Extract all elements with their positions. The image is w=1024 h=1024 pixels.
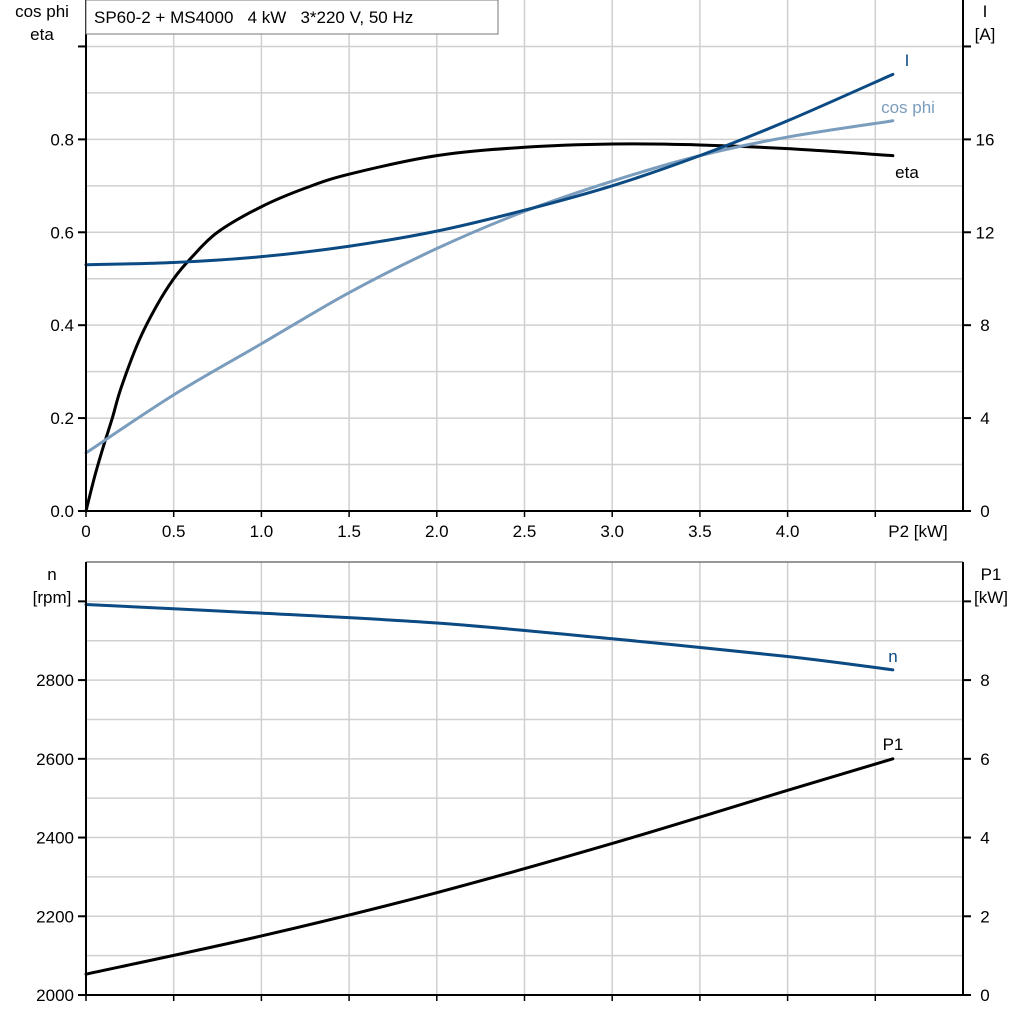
- bottom-left-axis-label-1: n: [47, 565, 56, 584]
- chart-title: SP60-2 + MS4000 4 kW 3*220 V, 50 Hz: [94, 8, 413, 27]
- x-tick-label: 3.0: [600, 522, 624, 541]
- top-right-axis-label-2: [A]: [975, 25, 996, 44]
- y-left-tick-label: 0.8: [50, 130, 74, 149]
- y-left-tick-label: 0.4: [50, 316, 74, 335]
- x-tick-label: 1.5: [337, 522, 361, 541]
- bottom-right-axis-label-2: [kW]: [974, 588, 1008, 607]
- series-label-I: I: [905, 51, 910, 70]
- title-box: [85, 0, 499, 35]
- y-left-tick-label: 2800: [36, 671, 74, 690]
- curve-I: [84, 72, 895, 267]
- curve-cos-phi: [84, 119, 895, 455]
- top-left-axis-label-2: eta: [30, 25, 54, 44]
- bottom-left-axis-label-2: [rpm]: [33, 588, 72, 607]
- y-right-tick-label: 8: [980, 671, 989, 690]
- y-right-tick-label: 12: [976, 223, 995, 242]
- x-tick-label: 0.5: [162, 522, 186, 541]
- y-left-tick-label: 2400: [36, 829, 74, 848]
- y-right-tick-label: 0: [980, 986, 989, 1005]
- curve-eta: [84, 142, 895, 513]
- bottom-right-axis-label-1: P1: [981, 565, 1002, 584]
- x-tick-label: 1.0: [250, 522, 274, 541]
- y-left-tick-label: 0.0: [50, 502, 74, 521]
- series-label-n: n: [888, 647, 897, 666]
- x-axis-label: P2 [kW]: [888, 522, 948, 541]
- y-left-tick-label: 0.2: [50, 409, 74, 428]
- y-right-tick-label: 8: [980, 316, 989, 335]
- x-tick-label: 3.5: [688, 522, 712, 541]
- top-right-axis-label-1: I: [983, 2, 988, 21]
- top-left-axis-label-1: cos phi: [15, 2, 69, 21]
- y-left-tick-label: 0.6: [50, 223, 74, 242]
- y-right-tick-label: 2: [980, 907, 989, 926]
- y-right-tick-label: 4: [980, 829, 989, 848]
- y-left-tick-label: 2000: [36, 986, 74, 1005]
- y-right-tick-label: 0: [980, 502, 989, 521]
- x-tick-label: 2.0: [425, 522, 449, 541]
- y-right-tick-label: 4: [980, 409, 989, 428]
- series-label-eta: eta: [895, 163, 919, 182]
- x-tick-label: 4.0: [776, 522, 800, 541]
- x-tick-label: 2.5: [513, 522, 537, 541]
- curve-n: [84, 603, 895, 672]
- series-label-cos-phi: cos phi: [881, 98, 935, 117]
- x-tick-label: 0: [81, 522, 90, 541]
- y-right-tick-label: 6: [980, 750, 989, 769]
- series-label-P1: P1: [883, 735, 904, 754]
- y-left-tick-label: 2200: [36, 907, 74, 926]
- y-left-tick-label: 2600: [36, 750, 74, 769]
- y-right-tick-label: 16: [976, 130, 995, 149]
- curve-P1: [84, 757, 895, 976]
